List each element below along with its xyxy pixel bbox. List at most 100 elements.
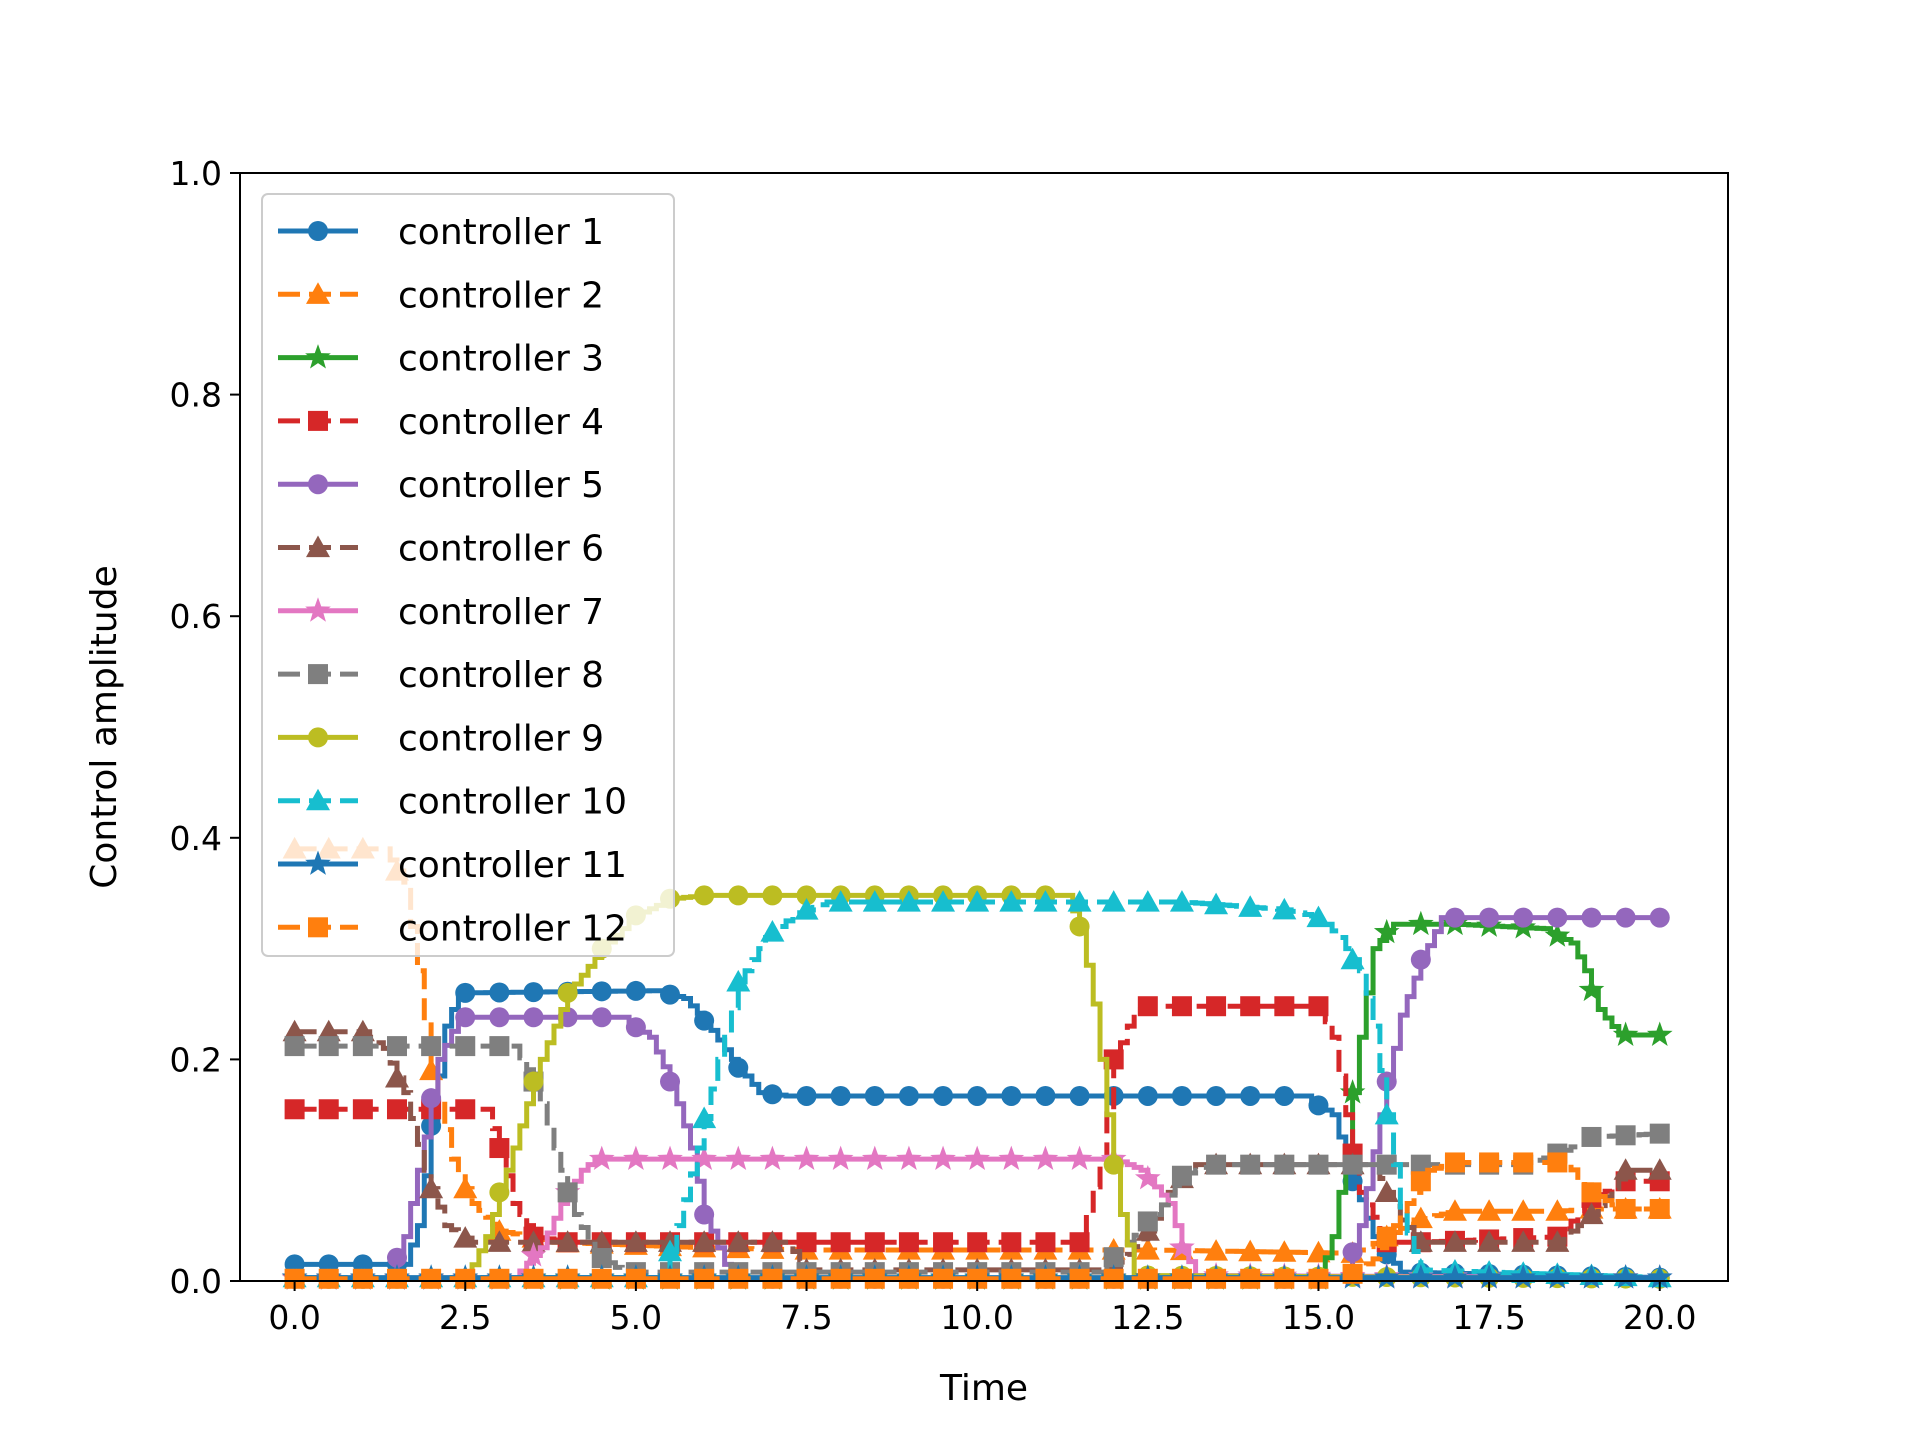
data-point [352,1036,373,1057]
y-tick-label: 0.2 [170,1040,222,1079]
data-point [489,1182,510,1203]
x-tick-label: 12.5 [1111,1298,1184,1337]
data-point [1240,1268,1261,1289]
data-point [1032,1145,1059,1171]
data-point [1442,1230,1467,1252]
data-point [386,1099,407,1120]
data-point [830,1085,851,1106]
data-point [625,980,646,1001]
x-axis-label: Time [939,1368,1028,1409]
data-point [1171,1085,1192,1106]
data-point [1408,910,1434,936]
data-point [1204,892,1229,915]
data-point [1510,1264,1537,1289]
data-point [1342,1263,1363,1284]
data-point [1238,1239,1263,1262]
data-point [1444,907,1465,928]
data-point [1135,1237,1160,1260]
y-tick-label: 0.6 [170,597,222,636]
data-point [1339,1079,1366,1104]
legend-label: controller 11 [398,845,627,886]
data-point [1001,1268,1022,1289]
data-point [1035,1268,1056,1289]
data-point [421,1268,442,1289]
data-point [1134,1165,1161,1190]
data-point [1581,1126,1602,1147]
data-point [1067,890,1092,912]
data-point [726,1230,751,1252]
data-point [1306,905,1331,928]
data-point [796,1085,817,1106]
data-point [523,1071,544,1092]
data-point [453,1226,478,1248]
data-point [1579,1202,1604,1225]
data-point [796,1232,817,1253]
data-point [1001,1085,1022,1106]
data-point [318,1036,339,1057]
data-point [1479,1152,1500,1173]
data-point [1649,1123,1670,1144]
data-point [998,1145,1025,1171]
data-point [419,1176,444,1199]
data-point [1308,1268,1329,1289]
data-point [898,1085,919,1106]
data-point [384,1065,409,1088]
data-point [455,1099,476,1120]
x-tick-label: 5.0 [610,1298,662,1337]
legend-marker [306,788,330,811]
data-point [760,1230,785,1252]
data-point [1308,1154,1329,1175]
data-point [1647,1158,1672,1180]
data-point [1137,1085,1158,1106]
legend-label: controller 3 [398,339,604,380]
data-point [1442,1199,1467,1221]
data-point [1477,1199,1502,1221]
data-point [455,1268,476,1289]
data-point [591,1268,612,1289]
data-point [557,1182,578,1203]
data-point [1511,1230,1536,1252]
legend-marker [306,282,330,304]
data-point [728,1057,749,1078]
data-point [386,1247,407,1268]
data-point [762,885,783,906]
x-tick-label: 15.0 [1282,1298,1355,1337]
data-point [1649,1198,1670,1219]
data-point [692,1230,717,1252]
legend-item: controller 1 [278,212,604,253]
data-point [284,1099,305,1120]
data-point [1240,1154,1261,1175]
plot-frame [239,172,1729,1282]
data-point [284,1268,305,1289]
data-point [1171,1268,1192,1289]
data-point [1581,907,1602,928]
y-axis: 0.0 0.2 0.4 0.6 0.8 1.0 [170,154,240,1301]
data-point [1410,1171,1431,1192]
data-point [796,885,817,906]
data-point [1547,907,1568,928]
data-point [1615,1125,1636,1146]
data-point [1649,907,1670,928]
data-point [352,1099,373,1120]
legend-item: controller 12 [278,908,627,949]
data-point [523,1268,544,1289]
data-point [350,1019,375,1042]
data-point [455,1036,476,1057]
data-point [591,1248,612,1269]
data-point [694,1010,715,1031]
data-point [1272,1240,1297,1262]
data-point [489,1268,510,1289]
legend-item: controller 9 [278,718,604,759]
data-point [1274,1154,1295,1175]
data-point [1204,1239,1229,1261]
data-point [898,1268,919,1289]
data-point [1135,890,1160,912]
x-tick-label: 17.5 [1452,1298,1525,1337]
data-point [1274,1085,1295,1106]
data-point [1101,890,1126,912]
data-point [660,1268,681,1289]
legend-label: controller 7 [398,592,604,633]
data-point [864,1232,885,1253]
data-point [1206,996,1227,1017]
data-point [523,982,544,1003]
